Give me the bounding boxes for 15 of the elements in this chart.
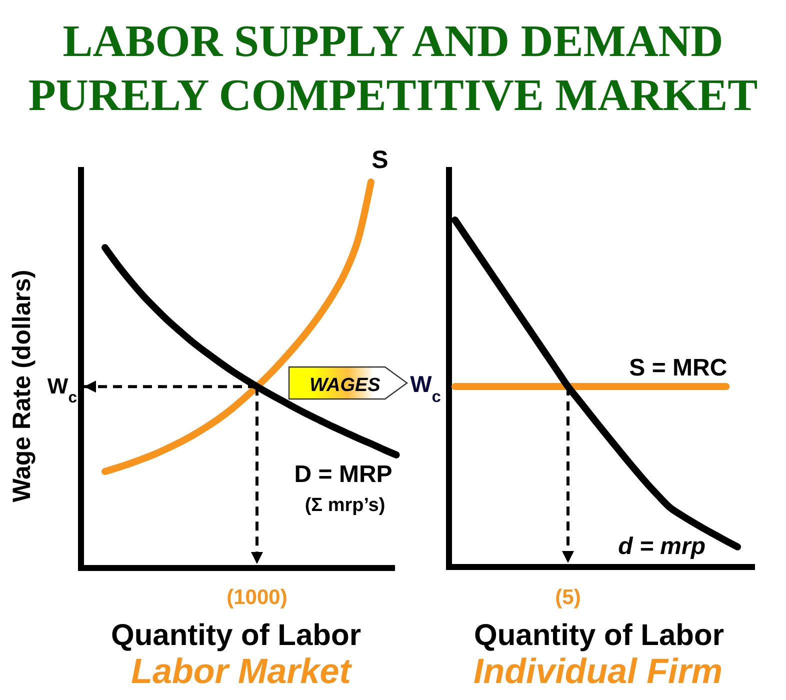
ref-line-label: W$_{c}$	[47, 374, 78, 406]
y-axis-title: Wage Rate (dollars)	[8, 270, 36, 502]
series-label: d = mrp	[618, 532, 706, 560]
text: (1000)	[226, 586, 288, 609]
x-axis-title: Quantity of Labor	[474, 619, 724, 652]
text: W$_{c}$	[410, 371, 441, 406]
chart-title: LABOR SUPPLY AND DEMAND PURELY COMPETITIVE MARKET	[28, 16, 758, 120]
series-label: D = MRP	[294, 460, 392, 488]
text: Individual Firm	[474, 652, 722, 691]
annotation: (Σ mrp’s)	[304, 495, 386, 516]
text: (5)	[555, 586, 581, 609]
series-label: S = MRC	[629, 354, 728, 382]
series-label: S	[372, 146, 388, 174]
x-axis-title: Quantity of Labor	[111, 619, 362, 652]
text: Labor Market	[131, 652, 352, 691]
